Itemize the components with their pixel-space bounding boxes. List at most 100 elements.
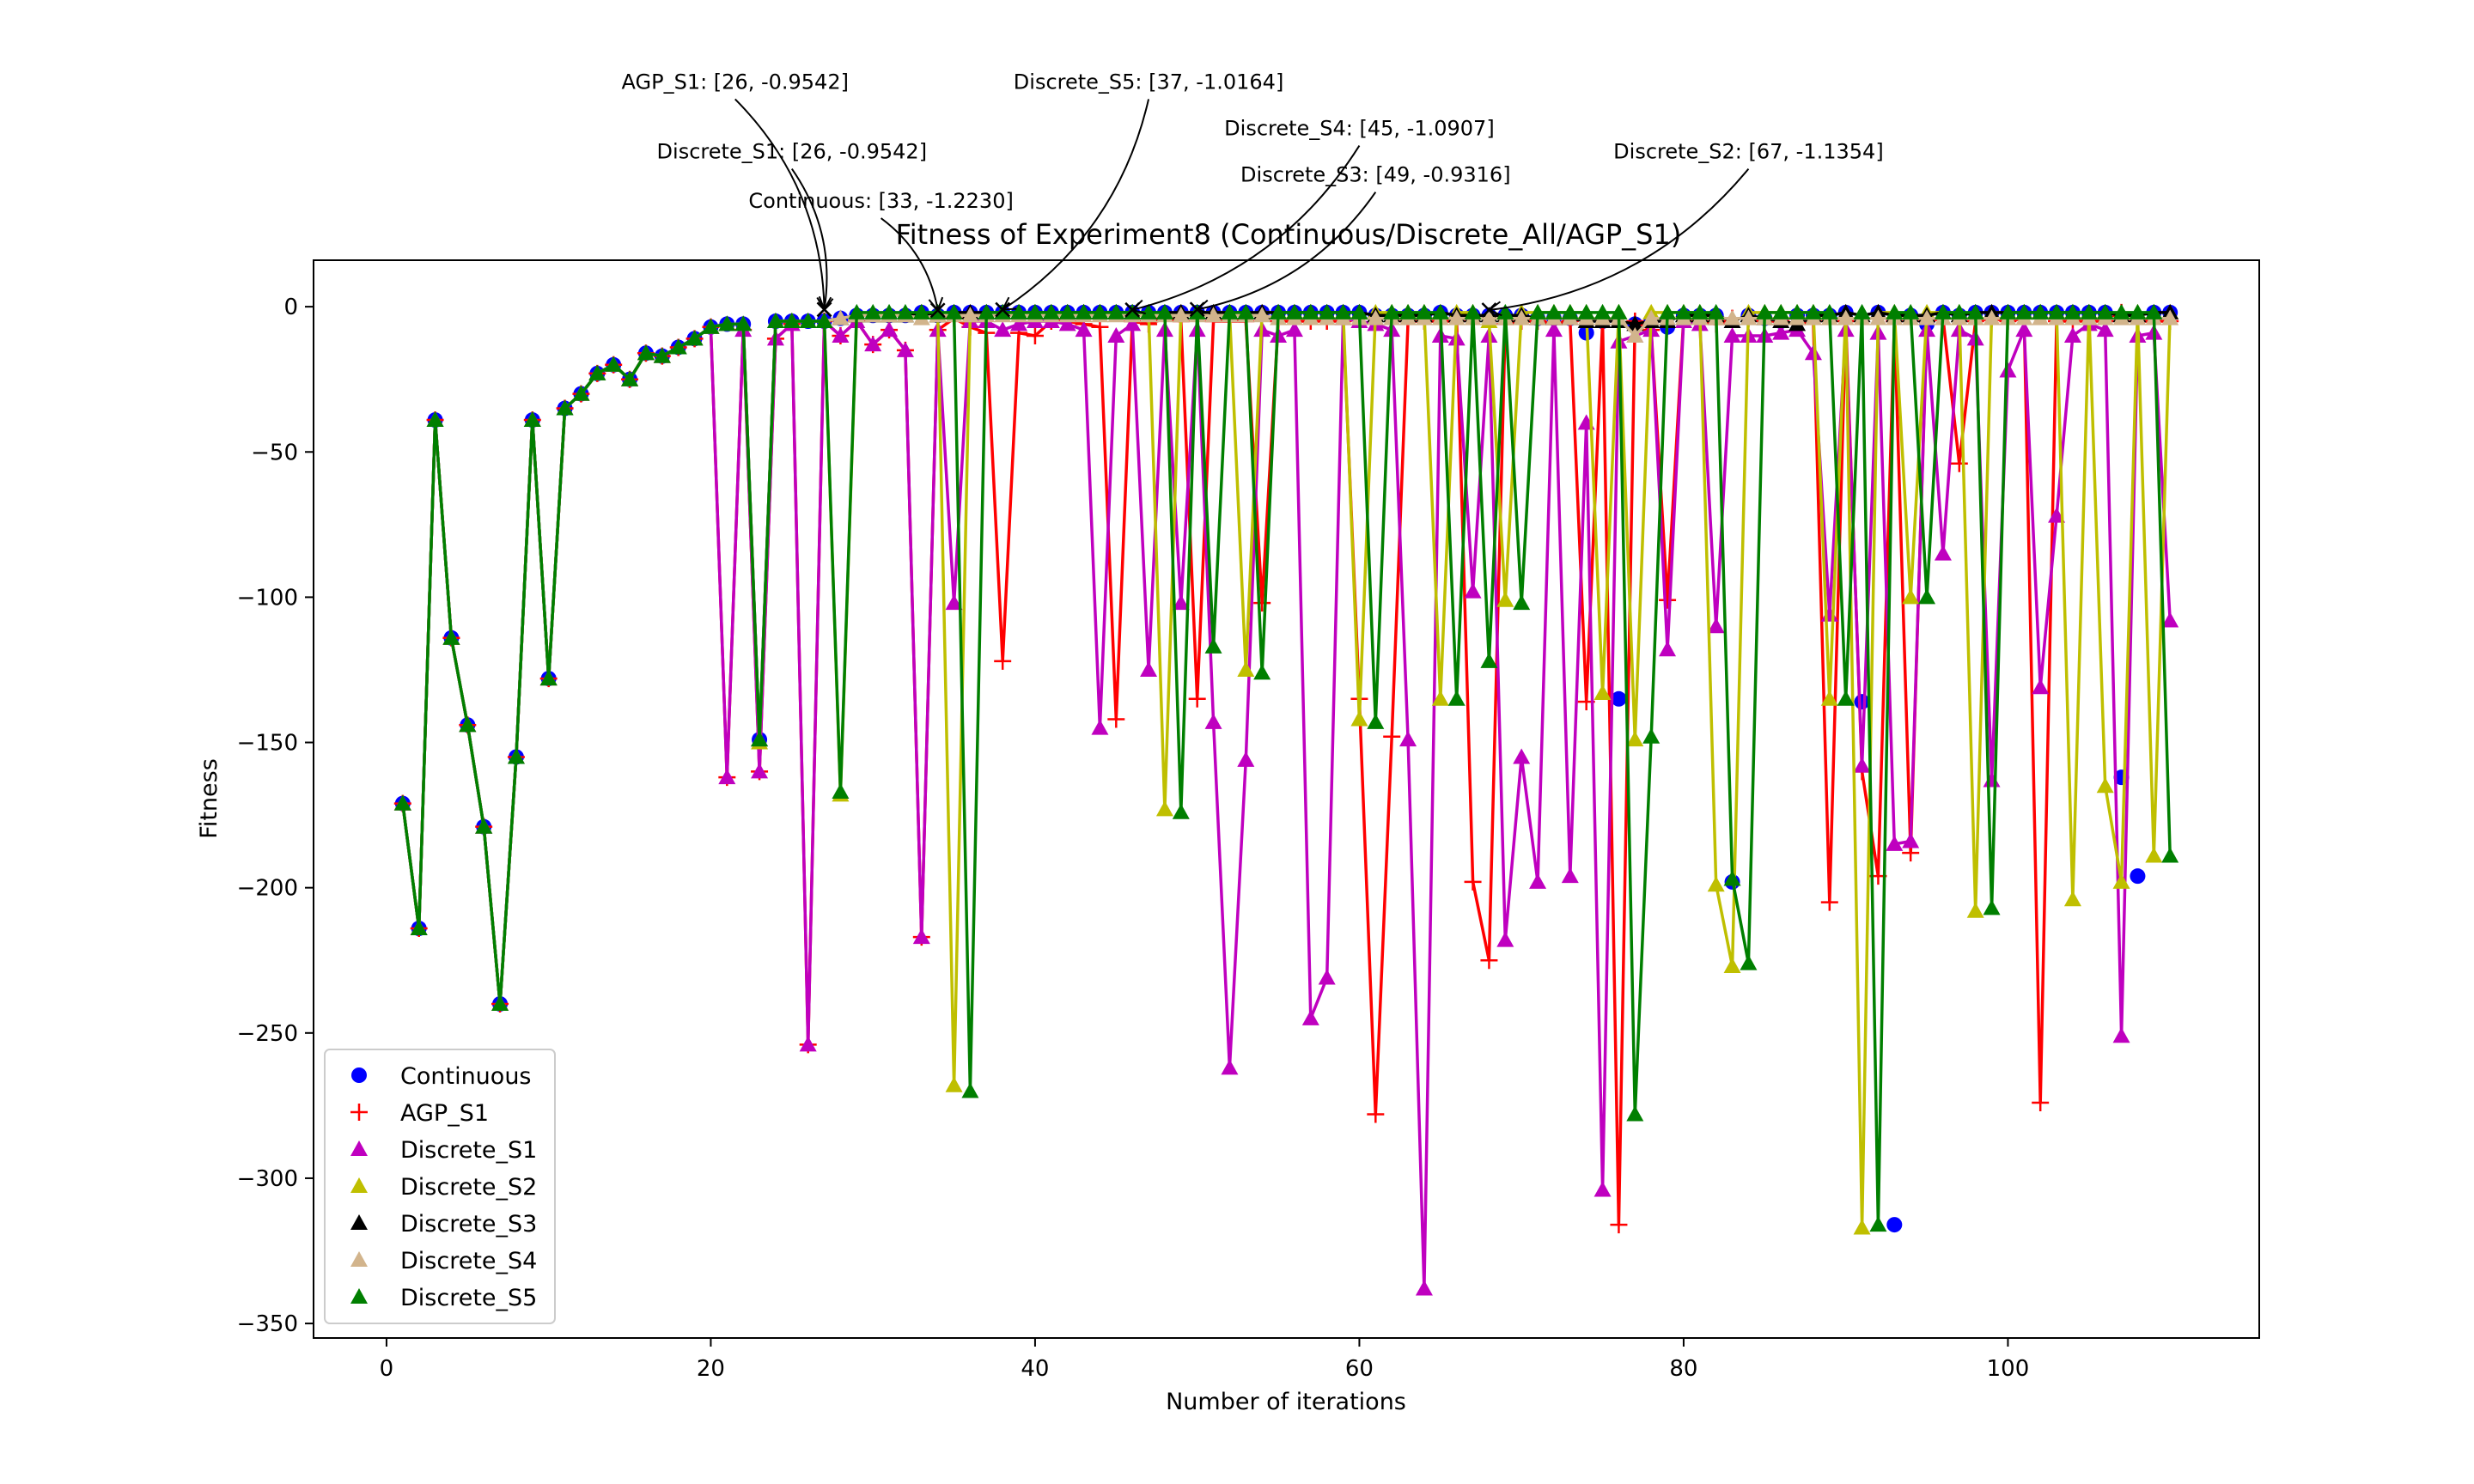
data-point xyxy=(475,818,493,834)
annotation-layer: AGP_S1: [26, -0.9542] Discrete_S1: [26, -… xyxy=(622,70,1884,319)
y-tick-label: −200 xyxy=(237,876,298,902)
data-point xyxy=(1983,309,2001,325)
legend-marker xyxy=(350,1104,368,1121)
data-point xyxy=(2145,847,2163,863)
data-point xyxy=(1674,303,1692,319)
data-point xyxy=(426,411,444,428)
annotation-label: Discrete_S4: [45, -1.0907] xyxy=(1224,117,1495,141)
data-point xyxy=(1902,832,1920,848)
data-point xyxy=(588,364,606,380)
annotation-label: Discrete_S5: [37, -1.0164] xyxy=(1014,70,1284,94)
data-point xyxy=(1058,315,1076,331)
y-axis: 0 −50 −100 −150 −200 −250 −300 −350 xyxy=(237,295,314,1337)
data-point xyxy=(1447,690,1466,706)
data-point xyxy=(459,716,477,733)
annotation-label: Continuous: [33, -1.2230] xyxy=(748,189,1013,213)
data-point xyxy=(1383,303,1401,319)
data-point xyxy=(2130,868,2146,885)
data-point xyxy=(1772,324,1790,340)
y-tick-label: 0 xyxy=(283,295,298,320)
data-point xyxy=(1723,309,1741,325)
data-point xyxy=(1626,1105,1644,1122)
data-point xyxy=(572,385,590,401)
data-point xyxy=(1593,1181,1612,1197)
data-point xyxy=(2096,321,2114,338)
annotation: AGP_S1: [26, -0.9542] xyxy=(622,70,849,318)
data-point xyxy=(864,336,882,352)
data-point xyxy=(1075,303,1093,319)
data-point xyxy=(1399,303,1417,319)
legend-entry: Continuous xyxy=(351,1063,532,1090)
annotation-target-marker xyxy=(995,301,1011,318)
data-point xyxy=(1837,309,1855,325)
data-point xyxy=(669,338,687,355)
data-point xyxy=(1561,303,1579,319)
data-point xyxy=(442,629,460,645)
data-point xyxy=(1285,321,1303,338)
data-point xyxy=(1886,835,1904,851)
data-point xyxy=(1155,303,1173,319)
data-point xyxy=(1740,309,1758,325)
data-point xyxy=(1367,713,1385,729)
annotation: Discrete_S2: [67, -1.1354] xyxy=(1481,140,1884,318)
annotation-target-marker xyxy=(929,302,946,319)
data-point xyxy=(1010,303,1028,319)
data-point xyxy=(1464,303,1482,319)
data-point xyxy=(1399,731,1417,747)
data-point xyxy=(1513,748,1531,764)
data-point xyxy=(1107,326,1125,343)
annotation-target-marker xyxy=(816,301,832,318)
data-point xyxy=(637,344,655,361)
data-point xyxy=(2112,1027,2130,1043)
data-point xyxy=(881,303,899,319)
data-point xyxy=(1788,303,1807,319)
data-point xyxy=(1869,309,1887,325)
data-point xyxy=(1659,303,1677,319)
data-point xyxy=(523,411,541,428)
data-point xyxy=(1626,315,1644,331)
annotation-arrow xyxy=(734,98,826,310)
data-point xyxy=(1172,803,1190,819)
legend-marker xyxy=(350,1214,368,1230)
data-point xyxy=(1886,303,1904,319)
data-point xyxy=(1820,303,1838,319)
data-point xyxy=(1058,303,1076,319)
data-point xyxy=(2063,326,2081,343)
data-point xyxy=(1301,303,1319,319)
data-point xyxy=(1950,303,1968,319)
legend-label: Discrete_S2 xyxy=(400,1174,537,1201)
x-tick-label: 80 xyxy=(1669,1356,1697,1382)
data-point xyxy=(1253,664,1271,680)
data-point xyxy=(1756,303,1774,319)
data-point xyxy=(1140,660,1158,677)
data-point xyxy=(556,399,574,416)
data-point xyxy=(1496,591,1514,607)
data-point xyxy=(2032,1094,2050,1111)
data-point xyxy=(2063,303,2081,319)
data-point xyxy=(1204,307,1222,323)
legend-label: AGP_S1 xyxy=(400,1100,489,1127)
data-point xyxy=(1172,307,1190,323)
legend-label: Discrete_S1 xyxy=(400,1137,537,1164)
data-point xyxy=(1934,303,1952,319)
x-tick-label: 0 xyxy=(380,1356,394,1382)
data-point xyxy=(1642,309,1661,325)
data-point xyxy=(507,748,525,764)
data-point xyxy=(1529,303,1547,319)
x-tick-label: 60 xyxy=(1345,1356,1374,1382)
annotation-arrow xyxy=(881,217,939,311)
data-point xyxy=(718,315,736,331)
data-point xyxy=(1464,873,1482,891)
data-point xyxy=(1659,641,1677,657)
plot-frame xyxy=(313,259,2260,1339)
data-point xyxy=(961,307,979,323)
y-tick-label: −100 xyxy=(237,585,298,611)
data-point xyxy=(1837,690,1855,706)
data-point xyxy=(2015,321,2033,338)
data-point xyxy=(1415,1280,1433,1296)
y-tick-label: −350 xyxy=(237,1311,298,1337)
annotation: Discrete_S1: [26, -0.9542] xyxy=(657,140,927,318)
data-point xyxy=(1593,684,1612,701)
data-point xyxy=(1091,719,1109,735)
data-point xyxy=(2032,303,2050,319)
